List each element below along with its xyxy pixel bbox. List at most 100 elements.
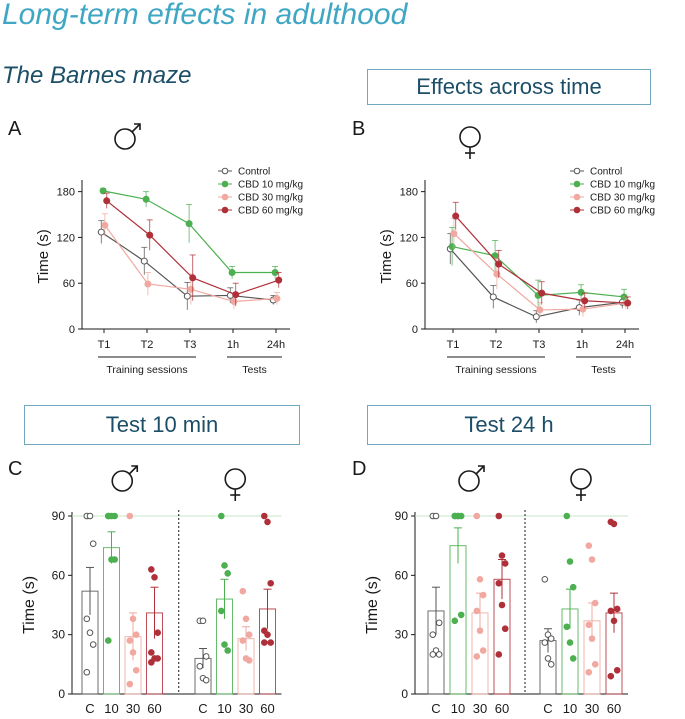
bar-point-c	[129, 649, 137, 656]
panel-letter-d: D	[352, 458, 367, 480]
female-symbol-d	[570, 468, 592, 501]
bar-point-d	[566, 639, 574, 646]
group-label-a: Tests	[242, 364, 267, 376]
data-point-b	[450, 230, 458, 238]
male-symbol-ring	[458, 470, 480, 492]
y-tick-label-d: 90	[395, 509, 409, 523]
bar-point-c	[261, 639, 268, 646]
male-symbol-a	[114, 123, 141, 150]
bar-point-c	[242, 615, 250, 623]
y-axis-label-a: Time (s)	[35, 229, 52, 283]
page-title: Long-term effects in adulthood	[2, 0, 408, 31]
bar-point-c	[151, 574, 158, 581]
x-tick-label-a: T2	[141, 339, 154, 351]
y-tick-label-b: 180	[400, 187, 418, 199]
data-point-b	[532, 313, 540, 321]
bar-point-c	[239, 587, 247, 595]
male-symbol-arrow-head	[134, 123, 141, 130]
x-tick-label-d: 30	[585, 701, 599, 716]
bar-point-d	[563, 512, 571, 520]
bar-point-d	[591, 599, 599, 607]
bar-point-c	[202, 653, 210, 660]
bar-point-d	[610, 520, 618, 528]
section-subtitle: The Barnes maze	[2, 62, 192, 89]
data-point-a	[189, 274, 197, 282]
x-tick-label-a: 24h	[267, 339, 285, 351]
legend-label-b: CBD 10 mg/kg	[590, 180, 655, 191]
data-point-a	[97, 228, 105, 236]
female-symbol-b	[459, 126, 481, 159]
legend-label-b: Control	[590, 167, 622, 178]
bar-point-d	[591, 661, 599, 668]
y-tick-label-c: 30	[52, 628, 66, 642]
y-axis-label-d: Time (s)	[364, 576, 381, 634]
bar-point-d	[607, 607, 615, 615]
data-point-a	[228, 269, 236, 277]
legend-marker-b	[573, 180, 581, 188]
data-point-b	[577, 288, 585, 296]
data-point-b	[452, 212, 460, 220]
data-point-b	[581, 297, 589, 305]
male-symbol-d	[458, 465, 485, 492]
bar-point-c	[126, 512, 134, 520]
x-tick-label-b: 24h	[616, 339, 634, 351]
bar-point-c	[83, 668, 91, 676]
x-tick-label-c: 10	[217, 701, 231, 716]
bar-point-c	[224, 647, 231, 654]
bar-point-d	[498, 601, 506, 609]
legend-label-a: Control	[238, 167, 270, 178]
legend-marker-a	[221, 180, 229, 188]
x-tick-label-a: 1h	[227, 339, 239, 351]
male-symbol-arrow-shaft	[131, 123, 141, 133]
data-point-a	[185, 220, 193, 228]
effects-across-time-box: Effects across time	[367, 69, 651, 105]
bar-point-c	[245, 631, 253, 638]
test-24-h-box: Test 24 h	[367, 405, 651, 445]
x-tick-label-c: 60	[260, 701, 274, 716]
bar-point-d	[563, 623, 571, 631]
x-tick-label-d: 10	[563, 701, 577, 716]
bar-point-c	[148, 566, 155, 573]
y-tick-label-c: 90	[52, 509, 66, 523]
bar-point-d	[473, 607, 481, 615]
data-point-a	[146, 231, 154, 239]
bar-point-d	[607, 672, 615, 680]
bar-point-d	[498, 552, 506, 559]
group-label-b: Tests	[591, 364, 616, 376]
data-point-b	[538, 289, 546, 297]
group-label-a: Training sessions	[106, 364, 187, 376]
bar-point-c	[264, 518, 271, 526]
bar-point-d	[588, 556, 596, 563]
male-symbol-ring	[111, 470, 134, 492]
bar-point-d	[613, 605, 621, 613]
male-symbol-ring	[114, 128, 136, 150]
bar-point-d	[541, 639, 549, 646]
bar-point-c	[148, 649, 155, 656]
legend-label-a: CBD 30 mg/kg	[238, 193, 303, 204]
bar-point-c	[224, 570, 231, 577]
bar-point-d	[613, 666, 621, 674]
bar-point-d	[451, 617, 459, 625]
male-symbol-c	[111, 465, 139, 492]
legend-label-a: CBD 60 mg/kg	[238, 206, 303, 217]
bar-point-d	[541, 575, 549, 583]
bar-point-c	[89, 641, 97, 648]
female-symbol-ring	[224, 468, 247, 490]
bar-point-c	[202, 676, 210, 684]
x-tick-label-c: 10	[104, 701, 118, 716]
bar-point-d	[457, 611, 465, 619]
y-tick-label-d: 60	[395, 568, 409, 582]
bar-point-c	[218, 512, 225, 520]
bar-point-d	[547, 635, 555, 642]
bar-point-c	[111, 512, 118, 520]
bar-point-c	[267, 579, 275, 587]
bar-point-c	[245, 657, 253, 664]
male-symbol-arrow-head	[131, 465, 139, 472]
data-point-b	[495, 260, 503, 268]
bar-point-d	[435, 619, 443, 627]
bar-point-d	[432, 512, 440, 520]
x-tick-label-c: C	[198, 701, 207, 716]
bar-point-c	[126, 637, 134, 644]
bar-point-d	[585, 621, 593, 629]
data-point-a	[273, 294, 281, 302]
